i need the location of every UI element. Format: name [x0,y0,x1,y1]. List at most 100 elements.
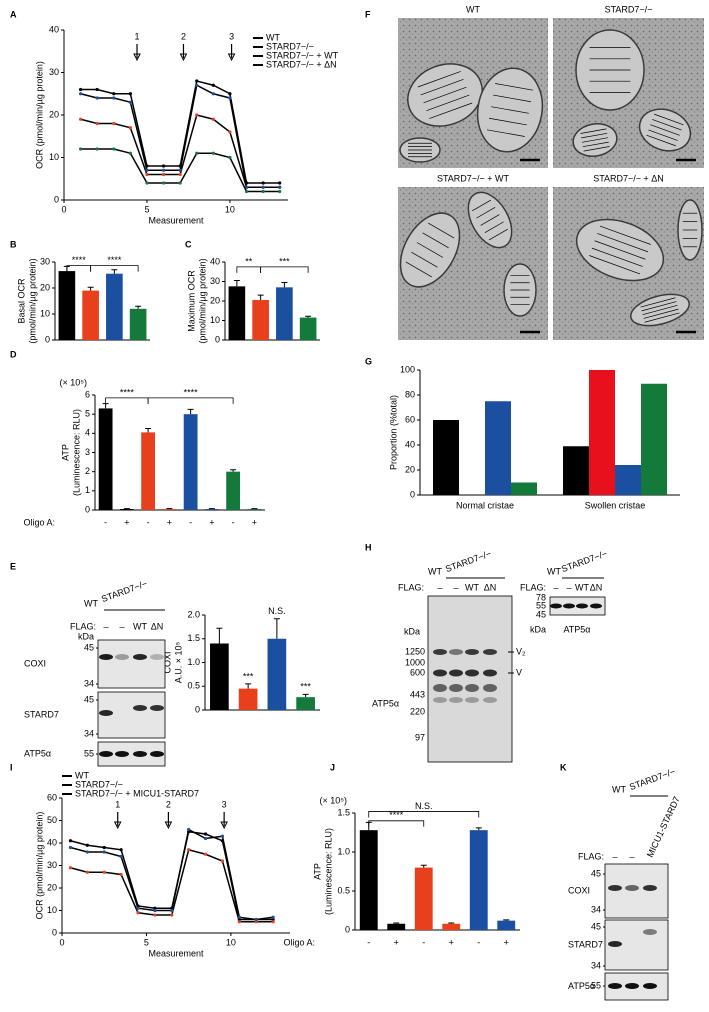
crista [491,106,529,114]
bar [511,482,537,495]
y-tick-label: 2.0 [187,609,200,619]
point [161,181,166,185]
point [85,850,89,854]
x-tick-label: 0 [59,937,64,947]
point [78,117,83,121]
x-tick-label: - [147,517,150,527]
error-bar [145,428,152,433]
point [136,911,140,915]
legend-label: STARD7−/− [75,779,123,789]
kda-label: kDa [78,631,94,641]
crista [643,308,679,319]
error-bar [302,693,309,698]
point [195,113,199,117]
point [211,83,215,87]
crista [644,312,680,323]
series-line [70,830,274,921]
blot-band [608,885,622,891]
x-tick-label: - [232,517,235,527]
blot-band [643,885,657,891]
blot-row-label: STARD7 [24,709,59,719]
point [211,151,215,155]
flag-label: FLAG: [70,621,96,631]
point [203,852,208,856]
x-tick-label: + [124,517,129,527]
point [271,915,275,919]
y-tick-label: 0 [85,504,90,514]
crista [581,137,609,143]
x-axis-label: Measurement [148,948,204,958]
point [178,181,182,185]
point [128,92,132,96]
error-bar [187,408,194,415]
point [170,908,174,913]
lane-label: ΔN [590,582,603,592]
bar [252,300,269,340]
crista [488,117,527,126]
kda-label: kDa [404,626,420,636]
crista [428,222,455,239]
panel-letter: F [365,9,371,19]
complex-label: V [516,667,522,677]
point [271,920,275,924]
injection-label: 2 [166,799,171,809]
kda-marker: 45 [84,642,94,652]
bar [228,286,246,340]
significance-label: **** [184,387,199,397]
point [220,859,225,863]
y-tick-label: 30 [49,67,59,77]
blot-band [115,654,129,660]
kda-marker: 34 [591,960,601,970]
bar [226,471,241,510]
error-bar [233,280,240,287]
point [228,92,232,96]
error-bar [245,683,252,689]
blot-band [133,705,147,711]
micrograph-label: STARD7−/− [605,4,653,14]
bar [615,465,641,495]
blot-strip [97,639,166,689]
point [95,96,99,100]
y-tick-label: 1.5 [187,633,200,643]
y-axis-label: A.U. × 10⁵ [173,641,183,683]
blot-band [590,603,602,609]
kda-marker: 97 [415,732,425,742]
point [244,189,249,194]
crista [493,94,532,103]
panel-letter: D [10,349,17,359]
group-label: WT [428,566,442,576]
point [261,181,265,185]
blot-band [465,669,479,677]
y-tick-label: 0.5 [187,681,200,691]
blot-strip [604,863,669,919]
injection-arrow-head [227,53,236,62]
error-bar [305,315,312,318]
bar [563,446,589,495]
y-tick-label: 20 [405,464,415,474]
y-axis-label: ATP [60,444,70,461]
point [112,96,116,100]
y-tick-label: 4 [85,428,90,438]
error-bar [87,286,94,291]
bar [276,287,293,340]
injection-label: 2 [181,31,186,41]
blot-row-label: ATP5α [24,748,51,758]
y-tick-label: 20 [49,109,59,119]
x-tick-label: - [189,517,192,527]
injection-label: 3 [222,799,227,809]
error-bar [273,618,280,639]
significance-label: **** [120,387,135,397]
lane-label: – [566,582,571,592]
panel-letter: I [10,762,13,772]
row-label: Oligo A: [283,937,315,947]
point [136,906,140,910]
significance-label: *** [300,682,311,692]
blot-band [150,751,164,757]
blot-row-label: ATP5α [563,624,590,634]
kda-marker: 1000 [405,657,425,667]
point [145,181,149,185]
crista [582,141,609,148]
y-tick-label: 30 [40,256,50,266]
kda-marker: 45 [84,694,94,704]
point [161,172,166,177]
